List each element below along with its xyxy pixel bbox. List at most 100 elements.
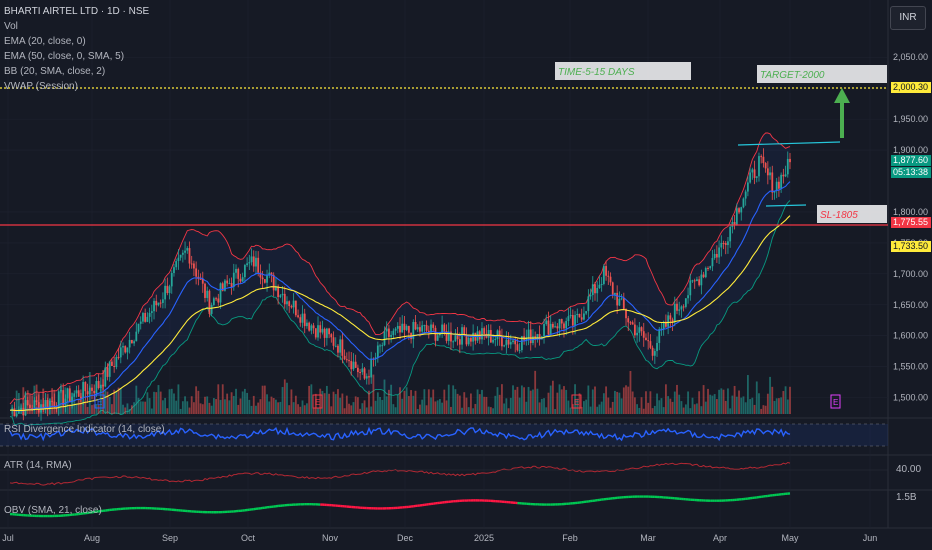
volume-bar xyxy=(292,402,295,414)
candle-body xyxy=(104,367,107,387)
volume-bar xyxy=(166,408,169,414)
volume-bar xyxy=(724,400,727,414)
volume-bar xyxy=(534,370,537,414)
volume-bar xyxy=(350,405,353,414)
volume-bar xyxy=(540,398,543,414)
candle-body xyxy=(383,331,386,346)
volume-bar xyxy=(778,398,780,414)
volume-bar xyxy=(221,384,224,414)
volume-bar xyxy=(179,408,182,414)
volume-bar xyxy=(363,400,366,414)
earnings-marker[interactable]: E xyxy=(312,394,323,409)
volume-bar xyxy=(485,396,488,414)
indicator-ema20[interactable]: EMA (20, close, 0) xyxy=(4,36,86,47)
volume-bar xyxy=(766,393,769,414)
candle-body xyxy=(44,399,47,409)
volume-bar xyxy=(607,397,610,414)
candle-body xyxy=(545,320,548,325)
candle-body xyxy=(53,401,56,407)
candle-body xyxy=(527,329,530,338)
candle-body xyxy=(299,317,302,323)
volume-bar xyxy=(753,404,756,414)
volume-bar xyxy=(669,398,672,414)
volume-bar xyxy=(516,386,519,414)
candle-body xyxy=(611,282,614,295)
price-tick-label: 1,700.00 xyxy=(893,269,928,279)
candle-body xyxy=(784,174,787,177)
volume-bar xyxy=(299,406,302,414)
candle-body xyxy=(343,355,346,360)
currency-button[interactable]: INR xyxy=(890,6,926,30)
candle-body xyxy=(356,367,359,373)
candle-body xyxy=(111,361,113,366)
volume-bar xyxy=(616,391,619,414)
volume-bar xyxy=(62,401,65,414)
volume-bar xyxy=(667,396,670,414)
candle-body xyxy=(503,345,506,347)
candle-body xyxy=(629,322,632,324)
volume-bar xyxy=(744,402,747,414)
volume-bar xyxy=(237,404,240,414)
bollinger-bands xyxy=(9,132,791,427)
volume-bar xyxy=(272,397,275,414)
volume-bar xyxy=(450,406,452,414)
candle-body xyxy=(385,328,388,332)
target-box[interactable] xyxy=(757,65,887,83)
candle-body xyxy=(348,360,350,362)
indicator-vwap[interactable]: VWAP (Session) xyxy=(4,81,78,92)
price-tick-label: 1,650.00 xyxy=(893,300,928,310)
volume-bar xyxy=(241,391,244,414)
candle-body xyxy=(693,280,696,282)
symbol-title[interactable]: BHARTI AIRTEL LTD · 1D · NSE xyxy=(4,6,150,17)
candle-body xyxy=(352,361,355,370)
volume-bar xyxy=(507,408,510,414)
volume-bar xyxy=(330,406,333,414)
candle-body xyxy=(481,328,483,340)
volume-bar xyxy=(137,397,140,414)
target-price-tag: 2,000.30 xyxy=(891,82,931,93)
stoploss-box[interactable] xyxy=(817,205,887,223)
volume-bar xyxy=(733,385,736,414)
rsi-pane-label[interactable]: RSI Divergence Indicator (14, close) xyxy=(4,424,165,435)
volume-bar xyxy=(111,404,113,414)
price-tick-label: 2,050.00 xyxy=(893,52,928,62)
volume-bar xyxy=(155,392,158,414)
atr-pane-label[interactable]: ATR (14, RMA) xyxy=(4,460,72,471)
candle-body xyxy=(193,263,195,269)
volume-bar xyxy=(611,401,614,414)
rsi-line xyxy=(9,426,791,442)
candle-body xyxy=(22,407,25,416)
earnings-marker[interactable]: E xyxy=(830,394,841,409)
candle-body xyxy=(662,321,665,329)
indicator-bb[interactable]: BB (20, SMA, close, 2) xyxy=(4,66,106,77)
chart-legend: BHARTI AIRTEL LTD · 1D · NSE Vol EMA (20… xyxy=(4,4,149,94)
indicator-ema50[interactable]: EMA (50, close, 0, SMA, 5) xyxy=(4,51,125,62)
volume-bar xyxy=(268,401,271,414)
volume-bar xyxy=(430,397,432,414)
candle-body xyxy=(691,280,694,282)
earnings-marker[interactable]: E xyxy=(571,394,582,409)
candle-body xyxy=(434,327,437,341)
candle-body xyxy=(441,324,444,334)
volume-bar xyxy=(638,407,641,414)
volume-bar xyxy=(275,399,277,414)
volume-bar xyxy=(106,391,109,414)
candle-body xyxy=(91,387,93,391)
candle-body xyxy=(263,279,266,283)
volume-bar xyxy=(343,408,346,414)
volume-bar xyxy=(463,392,466,414)
volume-bar xyxy=(394,407,397,414)
volume-bar xyxy=(512,385,514,414)
candle-body xyxy=(430,324,432,333)
indicator-vol[interactable]: Vol xyxy=(4,21,18,32)
obv-pane-label[interactable]: OBV (SMA, 21, close) xyxy=(4,505,102,516)
candle-body xyxy=(720,243,723,248)
volume-bar xyxy=(523,387,525,414)
candle-body xyxy=(682,306,685,308)
volume-bar xyxy=(751,397,754,414)
time-box[interactable] xyxy=(555,62,691,80)
earnings-marker[interactable]: E xyxy=(94,394,105,409)
candle-body xyxy=(633,324,636,336)
candle-body xyxy=(467,337,470,345)
